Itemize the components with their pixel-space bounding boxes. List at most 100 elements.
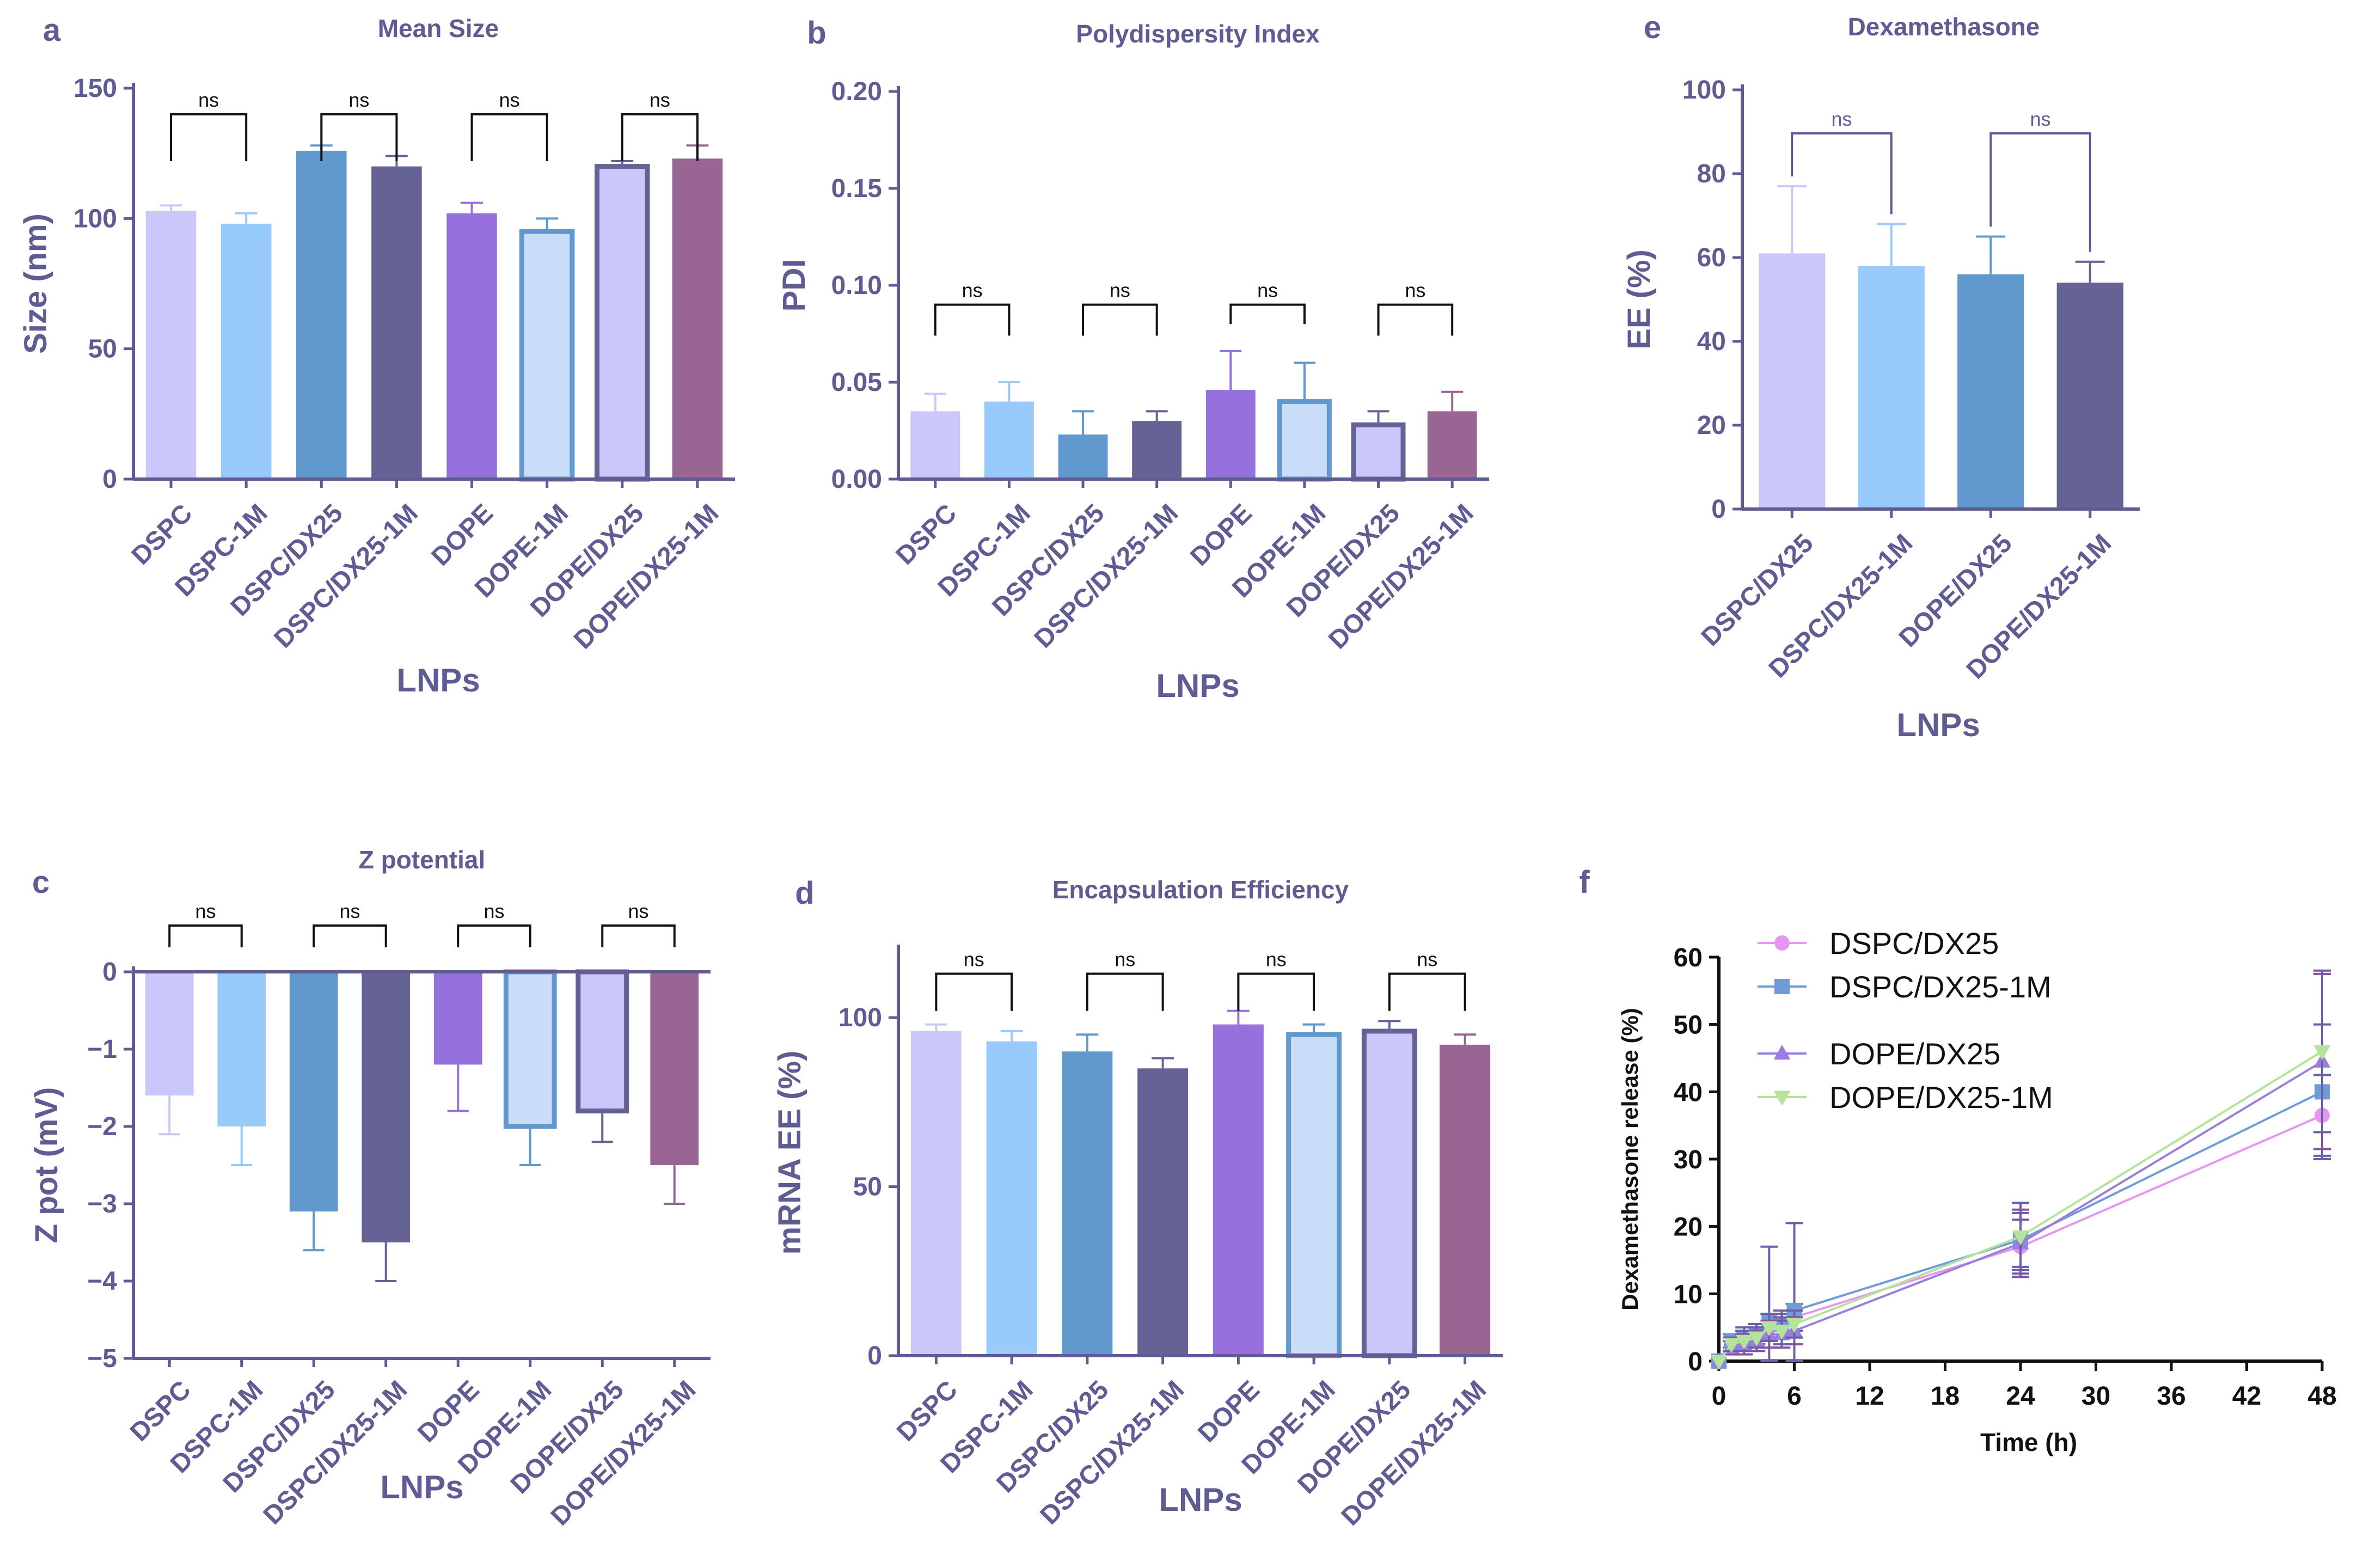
data-point (1773, 1325, 1790, 1340)
category-label: DSPC (891, 499, 963, 571)
y-tick-label: −4 (87, 1267, 117, 1296)
bar-dspc-dx25-1m (1858, 266, 1925, 509)
bar-dspc-dx25 (1058, 434, 1108, 479)
y-tick-label: 0.15 (831, 174, 882, 203)
significance-label: ns (628, 900, 648, 922)
category-label: DSPC (891, 1375, 963, 1447)
bar-dspc-dx25 (1759, 253, 1826, 509)
legend-marker (1773, 1044, 1791, 1060)
bar-dspc (910, 1031, 962, 1356)
x-tick-label: 48 (2307, 1382, 2336, 1411)
data-point (1786, 1318, 1803, 1333)
significance-label: ns (1115, 948, 1135, 970)
data-point (2012, 1230, 2029, 1246)
bar-dope-dx25 (595, 164, 650, 482)
data-point (1723, 1338, 1740, 1353)
data-point (1748, 1331, 1765, 1346)
significance-label: ns (483, 900, 504, 922)
y-tick-label: 50 (853, 1173, 882, 1202)
significance-bracket (601, 924, 676, 947)
y-tick-label: 40 (1697, 327, 1726, 356)
y-tick-label: 150 (74, 74, 117, 103)
significance-bracket (1377, 303, 1454, 336)
y-tick-label: 0 (867, 1342, 882, 1370)
significance-label: ns (198, 89, 219, 111)
legend-label: DOPE/DX25-1M (1829, 1080, 2053, 1114)
panel-letter: d (795, 875, 814, 911)
x-axis-label: LNPs (380, 1469, 463, 1505)
y-tick-label: 0 (102, 465, 117, 494)
significance-label: ns (1417, 948, 1437, 970)
x-axis-label: LNPs (1896, 707, 1980, 743)
y-tick-label: 20 (1697, 411, 1726, 440)
data-point (2313, 1045, 2331, 1061)
y-tick-label: 0.05 (831, 368, 882, 397)
x-tick-label: 6 (1787, 1382, 1802, 1411)
bar-dspc-dx25-1m (371, 166, 422, 480)
y-axis-label: Dexamethasone release (%) (1617, 1008, 1643, 1310)
category-label: DOPE (1192, 1375, 1265, 1448)
significance-label: ns (650, 89, 670, 111)
category-label: DSPC (125, 1375, 197, 1447)
bar-dspc-dx25-1m (1137, 1068, 1189, 1356)
significance-bracket (1237, 972, 1315, 1011)
data-point (1710, 1355, 1728, 1370)
bar-dope (1213, 1024, 1264, 1356)
x-axis-label: Time (h) (1980, 1428, 2077, 1456)
significance-bracket (470, 113, 548, 162)
bar-dope-dx25-1m (650, 972, 699, 1165)
significance-label: ns (499, 89, 520, 111)
bar-dope-1m (1277, 399, 1332, 482)
bar-dspc-1m (984, 401, 1034, 479)
bar-dspc-dx25 (296, 150, 347, 479)
y-tick-label: 60 (1674, 944, 1703, 972)
bar-dspc (145, 210, 197, 479)
significance-bracket (313, 924, 387, 947)
category-label: DOPE (1185, 499, 1258, 572)
x-tick-label: 30 (2081, 1382, 2110, 1411)
y-tick-label: −3 (87, 1190, 117, 1218)
category-label: DOPE (426, 499, 499, 572)
x-tick-label: 24 (2006, 1382, 2035, 1411)
significance-bracket (320, 113, 398, 162)
bar-dope-dx25-1m (1427, 411, 1477, 479)
bar-dope-dx25 (1361, 1028, 1417, 1358)
bar-dspc-dx25-1m (1132, 421, 1182, 479)
significance-label: ns (195, 900, 216, 922)
significance-bracket (170, 113, 248, 162)
y-tick-label: 0 (102, 958, 117, 987)
x-tick-label: 0 (1712, 1382, 1727, 1411)
bar-dspc-1m (986, 1041, 1037, 1356)
panel-letter: e (1644, 10, 1661, 45)
data-point (1760, 1321, 1778, 1337)
significance-bracket (457, 924, 531, 947)
chart-title: Polydispersity Index (1076, 20, 1320, 48)
significance-label: ns (348, 89, 369, 111)
bar-dope-dx25-1m (2056, 283, 2123, 509)
y-tick-label: −1 (87, 1035, 117, 1064)
significance-bracket (1989, 132, 2091, 252)
panel-e: e DexamethasoneDSPC/DX25DSPC/DX25-1MDOPE/… (1621, 10, 2140, 743)
legend-label: DSPC/DX25 (1829, 926, 1999, 960)
category-label: DSPC/DX25-1M (268, 499, 424, 654)
chart-title: Mean Size (378, 14, 499, 42)
significance-bracket (1791, 132, 1893, 215)
y-tick-label: 10 (1674, 1280, 1703, 1309)
y-axis-label: EE (%) (1621, 249, 1657, 350)
y-tick-label: −2 (87, 1112, 117, 1141)
y-tick-label: 0.20 (831, 77, 882, 106)
chart-title: Dexamethasone (1848, 13, 2040, 41)
y-tick-label: 100 (74, 204, 117, 233)
significance-bracket (1082, 303, 1158, 336)
bar-dope-1m (519, 229, 575, 482)
y-tick-label: 0 (1711, 495, 1726, 524)
bar-dope-dx25 (1957, 274, 2024, 509)
category-label: DOPE (412, 1375, 485, 1448)
significance-label: ns (1257, 279, 1278, 302)
bar-dspc-1m (221, 223, 272, 479)
y-tick-label: 100 (838, 1003, 882, 1032)
y-axis-label: mRNA EE (%) (772, 1051, 807, 1255)
bar-dspc-dx25-1m (362, 972, 411, 1242)
panel-letter: b (807, 15, 826, 51)
category-label: DOPE/DX25-1M (568, 499, 724, 654)
